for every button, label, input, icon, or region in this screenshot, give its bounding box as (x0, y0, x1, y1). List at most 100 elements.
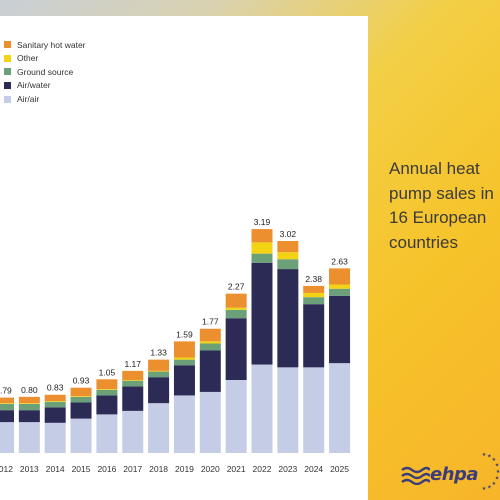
x-tick-label-2015: 2015 (72, 464, 91, 474)
x-tick-label-2012: 2012 (0, 464, 13, 474)
total-label-2015: 0.93 (73, 376, 90, 386)
bar-segment-ground-source-2014 (44, 401, 66, 408)
bar-segment-sanitary-hot-water-2016 (96, 379, 118, 390)
bar-segment-sanitary-hot-water-2020 (199, 328, 221, 342)
x-tick-label-2023: 2023 (278, 464, 297, 474)
bar-segment-air-water-2015 (70, 402, 92, 419)
legend-swatch (4, 82, 11, 90)
x-tick-label-2021: 2021 (227, 464, 246, 474)
bar-segment-air-air-2017 (122, 410, 144, 453)
total-label-2013: 0.80 (21, 385, 38, 395)
bar-segment-other-2016 (96, 389, 118, 390)
bar-segment-ground-source-2016 (96, 389, 118, 396)
bar-segment-air-air-2014 (44, 422, 66, 453)
logo-star-icon: ★ (482, 452, 487, 458)
x-tick-label-2017: 2017 (123, 464, 142, 474)
logo-stars-icon: ★ ★★★★★★★★ (482, 452, 500, 492)
bar-segment-other-2023 (277, 252, 299, 260)
bar-segment-air-air-2019 (173, 395, 195, 453)
legend-item-air-air: Air/air (4, 92, 86, 106)
caption-line: Annual heat (389, 159, 480, 178)
total-label-2016: 1.05 (99, 367, 116, 377)
logo-star-icon: ★ (492, 481, 497, 487)
bar-segment-air-air-2021 (225, 379, 247, 453)
logo-star-icon: ★ (482, 486, 487, 492)
x-tick-label-2020: 2020 (201, 464, 220, 474)
x-tick-label-2022: 2022 (253, 464, 272, 474)
bar-segment-ground-source-2020 (199, 343, 221, 351)
x-tick-label-2014: 2014 (46, 464, 65, 474)
bar-segment-other-2024 (303, 292, 325, 298)
bar-segment-sanitary-hot-water-2017 (122, 370, 144, 380)
bar-segment-air-water-2021 (225, 318, 247, 380)
bar-segment-other-2018 (148, 370, 170, 372)
bar-segment-other-2012 (0, 403, 14, 404)
bar-segment-other-2021 (225, 307, 247, 310)
legend-label: Sanitary hot water (17, 39, 86, 50)
logo-star-icon: ★ (487, 453, 492, 459)
legend-swatch (4, 54, 11, 62)
total-label-2023: 3.02 (280, 229, 297, 239)
bar-segment-ground-source-2021 (225, 309, 247, 319)
bar-segment-air-air-2018 (148, 403, 170, 453)
legend-item-other: Other (4, 52, 86, 66)
bar-segment-air-air-2020 (199, 391, 221, 453)
bar-segment-other-2025 (329, 284, 351, 289)
bar-segment-air-air-2016 (96, 414, 118, 453)
bar-segment-ground-source-2019 (173, 359, 195, 366)
bar-segment-sanitary-hot-water-2014 (44, 394, 66, 402)
legend-label: Air/water (17, 80, 51, 91)
bar-segment-air-air-2025 (329, 363, 351, 453)
bar-segment-air-water-2023 (277, 269, 299, 368)
bar-segment-air-water-2013 (18, 410, 40, 423)
bar-segment-sanitary-hot-water-2024 (303, 285, 325, 293)
bar-segment-air-air-2022 (251, 364, 273, 453)
legend-swatch (4, 95, 11, 103)
total-label-2017: 1.17 (124, 359, 141, 369)
logo-star-icon: ★ (495, 462, 500, 468)
bar-segment-sanitary-hot-water-2025 (329, 268, 351, 285)
bar-segment-air-water-2020 (199, 350, 221, 392)
legend-swatch (4, 41, 11, 49)
x-tick-label-2013: 2013 (20, 464, 39, 474)
logo-star-icon: ★ (496, 469, 500, 475)
chart-legend: Sanitary hot water Other Ground source Air/… (4, 38, 86, 106)
legend-label: Air/air (17, 93, 40, 104)
caption-line: pump sales in (389, 183, 494, 203)
bar-segment-ground-source-2015 (70, 396, 92, 403)
bar-segment-sanitary-hot-water-2012 (0, 397, 14, 404)
bar-segment-sanitary-hot-water-2021 (225, 293, 247, 308)
bar-segment-other-2022 (251, 242, 273, 254)
caption-line: countries (389, 232, 458, 252)
x-tick-label-2025: 2025 (330, 464, 349, 474)
logo-star-icon: ★ (492, 457, 497, 463)
bar-segment-sanitary-hot-water-2019 (173, 341, 195, 358)
bar-segment-other-2019 (173, 357, 195, 360)
logo-waves-icon (401, 466, 430, 485)
bar-segment-other-2020 (199, 341, 221, 344)
stacked-bar-chart: 0.79 2012 0.80 2013 0.83 2014 0.93 2015 1.05 2016… (0, 217, 351, 474)
total-label-2019: 1.59 (176, 329, 193, 339)
bar-segment-air-water-2025 (329, 295, 351, 364)
bar-segment-ground-source-2012 (0, 403, 14, 411)
bar-segment-air-water-2024 (303, 304, 325, 368)
bar-segment-air-water-2014 (44, 407, 66, 423)
bar-segment-other-2017 (122, 379, 144, 381)
chart-caption: Annual heat pump sales in 16 European co… (389, 157, 499, 255)
bar-segment-other-2013 (18, 403, 40, 404)
bar-segment-ground-source-2023 (277, 259, 299, 270)
bar-segment-sanitary-hot-water-2018 (148, 359, 170, 371)
legend-swatch (4, 68, 11, 76)
bar-segment-air-water-2018 (148, 377, 170, 404)
bar-segment-air-air-2013 (18, 422, 40, 453)
total-label-2022: 3.19 (254, 217, 271, 227)
bar-segment-air-air-2015 (70, 418, 92, 453)
legend-item-ground-source: Ground source (4, 65, 86, 79)
bar-segment-air-water-2016 (96, 395, 118, 415)
x-tick-label-2016: 2016 (97, 464, 116, 474)
logo-text: ehpa (430, 464, 479, 485)
caption-line: 16 European (389, 208, 487, 227)
total-label-2018: 1.33 (150, 348, 167, 358)
total-label-2014: 0.83 (47, 383, 64, 393)
ehpa-logo: ehpa ★ ★ ★ ★ ★ ★ ★ ★ ★ (400, 448, 500, 494)
